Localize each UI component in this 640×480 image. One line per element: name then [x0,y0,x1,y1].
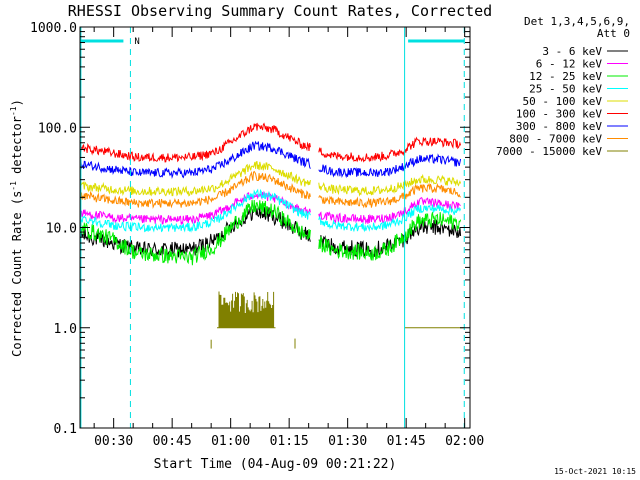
x-axis-label: Start Time (04-Aug-09 00:21:22) [154,457,397,472]
x-tick-label-3: 01:00 [211,434,250,449]
legend-label-3-6-kev-kev: 3 - 6 keV [542,45,602,58]
legend-label-12-25-kev-kev: 12 - 25 keV [529,70,602,83]
y-axis-label: Corrected Count Rate (s-1 detector-1) [9,99,24,357]
legend-label-300-800-kev-kev: 300 - 800 keV [516,120,602,133]
generation-timestamp: 15-Oct-2021 10:15 [554,467,636,476]
x-tick-label-7: 02:00 [445,434,484,449]
x-tick-label-6: 01:45 [387,434,426,449]
y-tick-label-3: 10.0 [46,222,77,237]
series-line-50-100-kev-kev [79,160,462,197]
series-line-7000-15000-kev [217,291,464,329]
series-line-25-50-kev-kev [79,188,462,233]
x-tick-label-1: 00:30 [94,434,133,449]
legend-header-line2: Att 0 [597,27,630,40]
y-tick-label-4: 1.0 [54,322,77,337]
y-label-part1: Corrected Count Rate (s [10,191,24,357]
y-tick-label-5: 0.1 [54,422,77,437]
series-line-800-7000-kev-kev [79,170,461,210]
axis-layer: 1000.0 100.0 10.0 1.0 0.1 00:30 00:45 01:00 01:1… [30,21,484,449]
series-layer [79,122,464,349]
legend-label-50-100-kev-kev: 50 - 100 keV [523,95,603,108]
legend-label-6-12-kev-kev: 6 - 12 keV [536,58,603,71]
series-line-12-25-kev-kev [79,199,462,266]
y-label-part2: detector [10,116,24,181]
y-label-part3: ) [10,99,24,106]
legend-header-line1: Det 1,3,4,5,6,9, [524,15,630,28]
legend-label-25-50-kev-kev: 25 - 50 keV [529,83,602,96]
legend-label-7000-15000-kev-kev: 7000 - 15000 keV [496,145,602,158]
legend-label-800-7000-kev-kev: 800 - 7000 keV [509,133,602,146]
night-label: N [134,37,139,47]
x-tick-label-5: 01:30 [328,434,367,449]
y-tick-label-1: 1000.0 [30,21,77,36]
x-tick-label-2: 00:45 [153,434,192,449]
series-line-300-800-kev-kev [79,140,462,179]
series-line-100-300-kev-kev [79,122,462,163]
chart-title: RHESSI Observing Summary Count Rates, Co… [68,2,492,20]
y-label-sup1: -1 [9,181,18,191]
y-tick-label-2: 100.0 [38,121,77,136]
y-label-sup2: -1 [9,106,18,116]
legend-label-100-300-kev-kev: 100 - 300 keV [516,108,602,121]
x-tick-label-4: 01:15 [270,434,309,449]
